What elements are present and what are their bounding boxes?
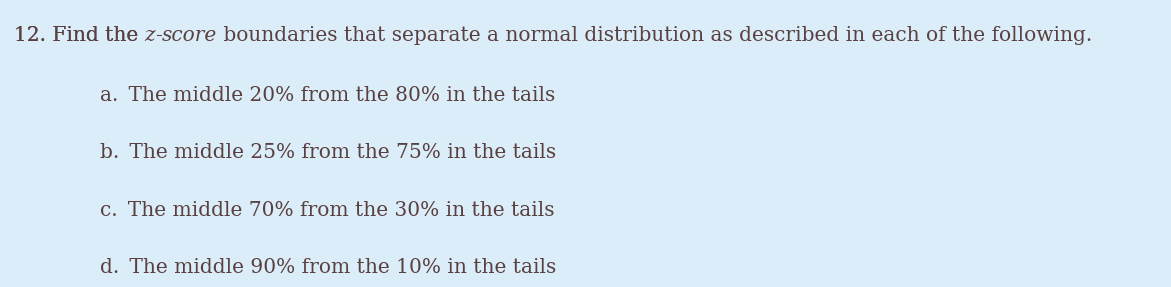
Text: b. The middle 25% from the 75% in the tails: b. The middle 25% from the 75% in the ta… (100, 144, 556, 162)
Text: 12. Find the: 12. Find the (14, 26, 145, 45)
Text: 12. Find the: 12. Find the (14, 26, 145, 45)
Text: a. The middle 20% from the 80% in the tails: a. The middle 20% from the 80% in the ta… (100, 86, 555, 105)
Text: c. The middle 70% from the 30% in the tails: c. The middle 70% from the 30% in the ta… (100, 201, 554, 220)
Text: d. The middle 90% from the 10% in the tails: d. The middle 90% from the 10% in the ta… (100, 258, 556, 277)
Text: boundaries that separate a normal distribution as described in each of the follo: boundaries that separate a normal distri… (218, 26, 1093, 45)
Text: score: score (162, 26, 218, 45)
Text: z: z (145, 26, 156, 45)
Text: -: - (156, 26, 162, 45)
